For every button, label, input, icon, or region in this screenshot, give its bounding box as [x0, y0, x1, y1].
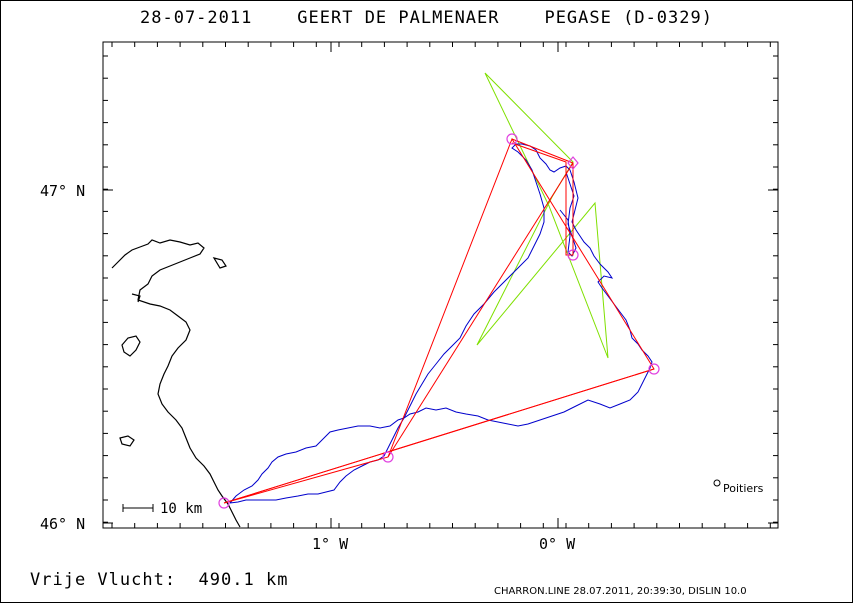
coastline-island-1: [119, 435, 135, 447]
red-task-lines: [223, 137, 655, 504]
coastline-main: [111, 239, 241, 528]
distance-readout: Vrije Vlucht: 490.1 km: [30, 570, 288, 590]
y-tick-label-47: 47° N: [40, 182, 86, 200]
green-task-line: [476, 72, 609, 359]
coastline-cape: [131, 293, 141, 303]
scale-bar-label: 10 km: [160, 501, 202, 517]
turnpoints: [218, 133, 660, 509]
distance-value: 490.1 km: [198, 570, 289, 590]
turnpoint-2: [506, 133, 518, 145]
scale-bar: [122, 504, 154, 512]
turnpoint-1: [382, 451, 394, 463]
city-marker-icon: [713, 479, 721, 487]
turnpoint-start: [218, 497, 230, 509]
coastline-inlet: [121, 335, 141, 357]
plot-border: [102, 41, 779, 529]
x-tick-label-0w: 0° W: [539, 535, 576, 553]
credits: CHARRON.LINE 28.07.2011, 20:39:30, DISLI…: [494, 586, 747, 597]
axis-ticks: [103, 42, 778, 528]
x-tick-label-1w: 1° W: [312, 535, 349, 553]
y-tick-label-46: 46° N: [40, 515, 86, 533]
city-label: Poitiers: [723, 482, 764, 495]
coastline-island-2: [212, 257, 227, 269]
turnpoint-diamond: [567, 156, 579, 170]
coastline: [111, 239, 241, 528]
gps-track: [229, 143, 653, 504]
distance-label: Vrije Vlucht:: [30, 570, 177, 590]
map-title: 28-07-2011 GEERT DE PALMENAER PEGASE (D-…: [140, 8, 713, 28]
turnpoint-4: [648, 363, 660, 375]
turnpoint-3: [567, 249, 579, 261]
